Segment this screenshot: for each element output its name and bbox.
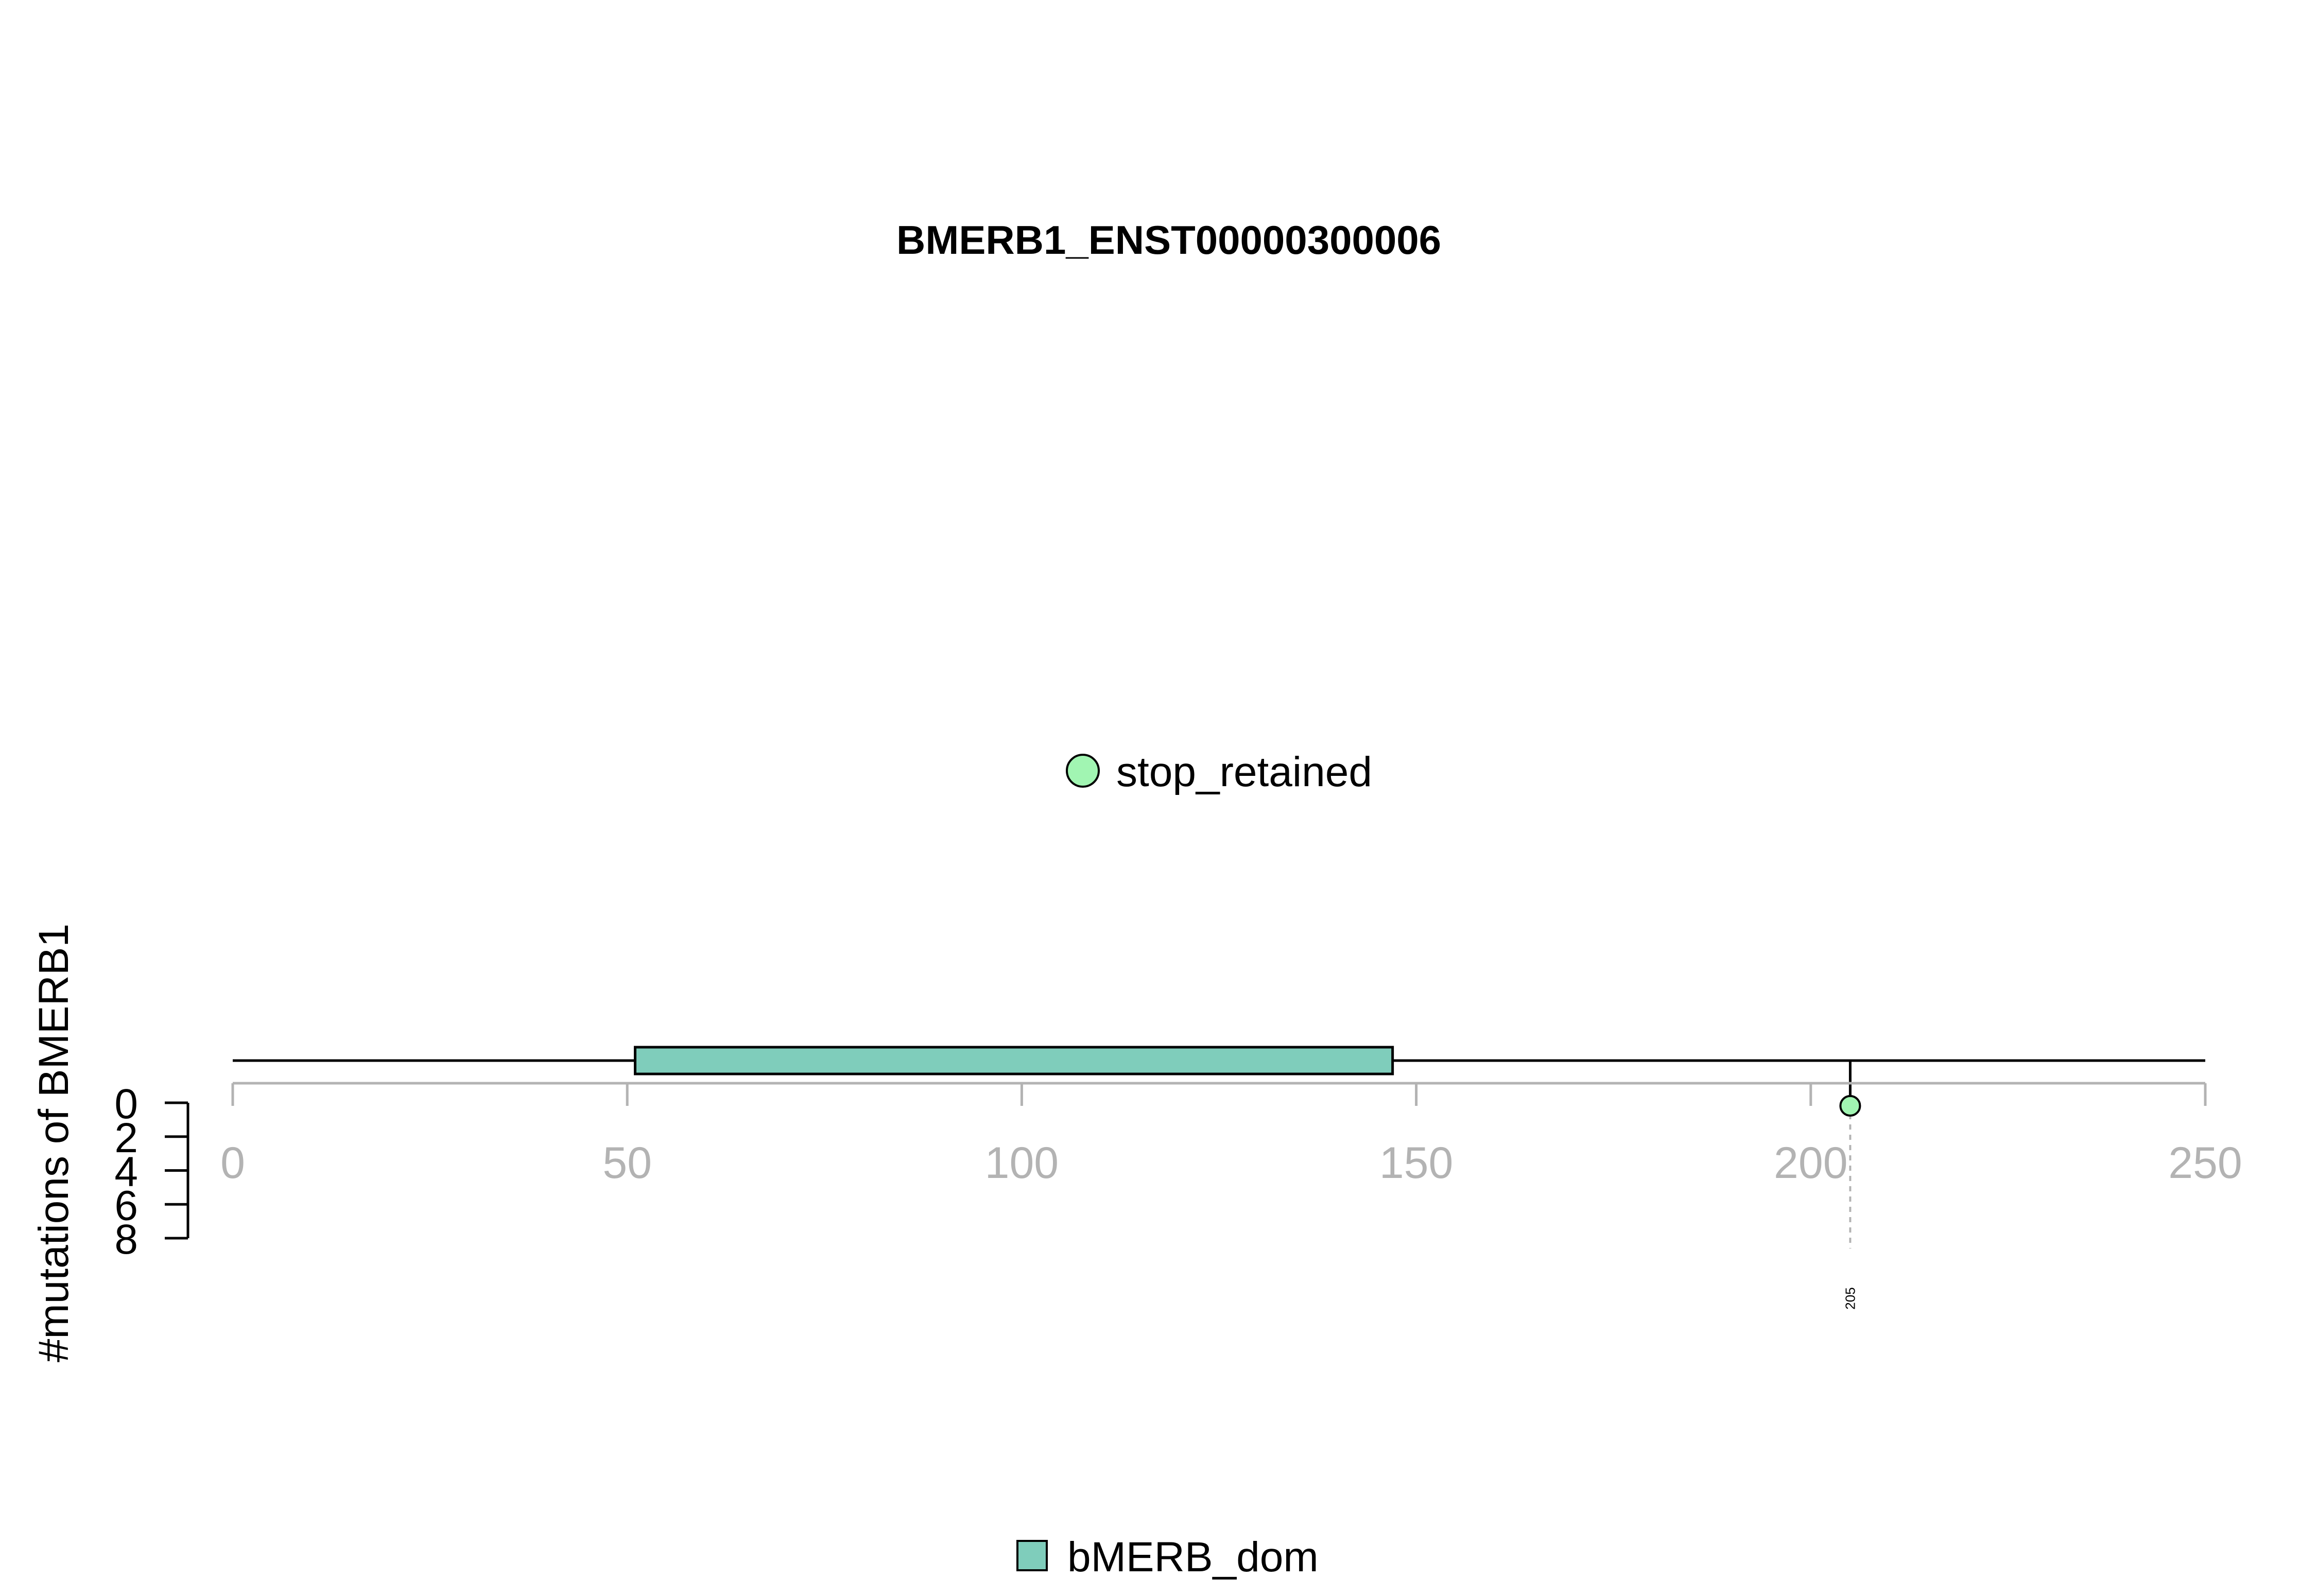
legend-swatch-bmerb-dom: [1016, 1540, 1048, 1571]
chart-title: BMERB1_ENST00000300006: [896, 217, 1441, 263]
legend-swatch-stop-retained: [1066, 754, 1100, 788]
domain-bmerb-dom: [634, 1046, 1394, 1075]
x-tick-label-200: 200: [1774, 1138, 1848, 1188]
y-tick-label-0: 0: [114, 1081, 138, 1127]
legend-label-bmerb-dom: bMERB_dom: [1067, 1534, 1319, 1581]
y-tick-label-2: 2: [114, 1115, 138, 1161]
x-tick-label-100: 100: [985, 1138, 1059, 1188]
x-tick-label-0: 0: [220, 1138, 245, 1188]
domains-layer: [634, 1046, 1394, 1075]
domain-legend: bMERB_dom: [1016, 1534, 1319, 1581]
mutation-point: [1839, 1095, 1861, 1117]
protein-track: [233, 1046, 2205, 1075]
y-tick-label-4: 4: [114, 1149, 138, 1195]
y-axis-label: #mutations of BMERB1: [30, 924, 77, 1362]
y-tick-label-6: 6: [114, 1182, 138, 1229]
x-tick-label-50: 50: [602, 1138, 652, 1188]
mutation-position-label: 205: [1842, 1287, 1858, 1309]
legend-label-stop-retained: stop_retained: [1116, 749, 1372, 795]
y-tick-label-8: 8: [114, 1216, 138, 1263]
mutations-layer: 205: [1839, 1061, 1861, 1310]
x-tick-label-250: 250: [2168, 1138, 2242, 1188]
x-axis: 0 50 100 150 200 250: [220, 1082, 2242, 1188]
x-tick-label-150: 150: [1379, 1138, 1454, 1188]
mutation-legend: stop_retained: [1066, 749, 1372, 795]
